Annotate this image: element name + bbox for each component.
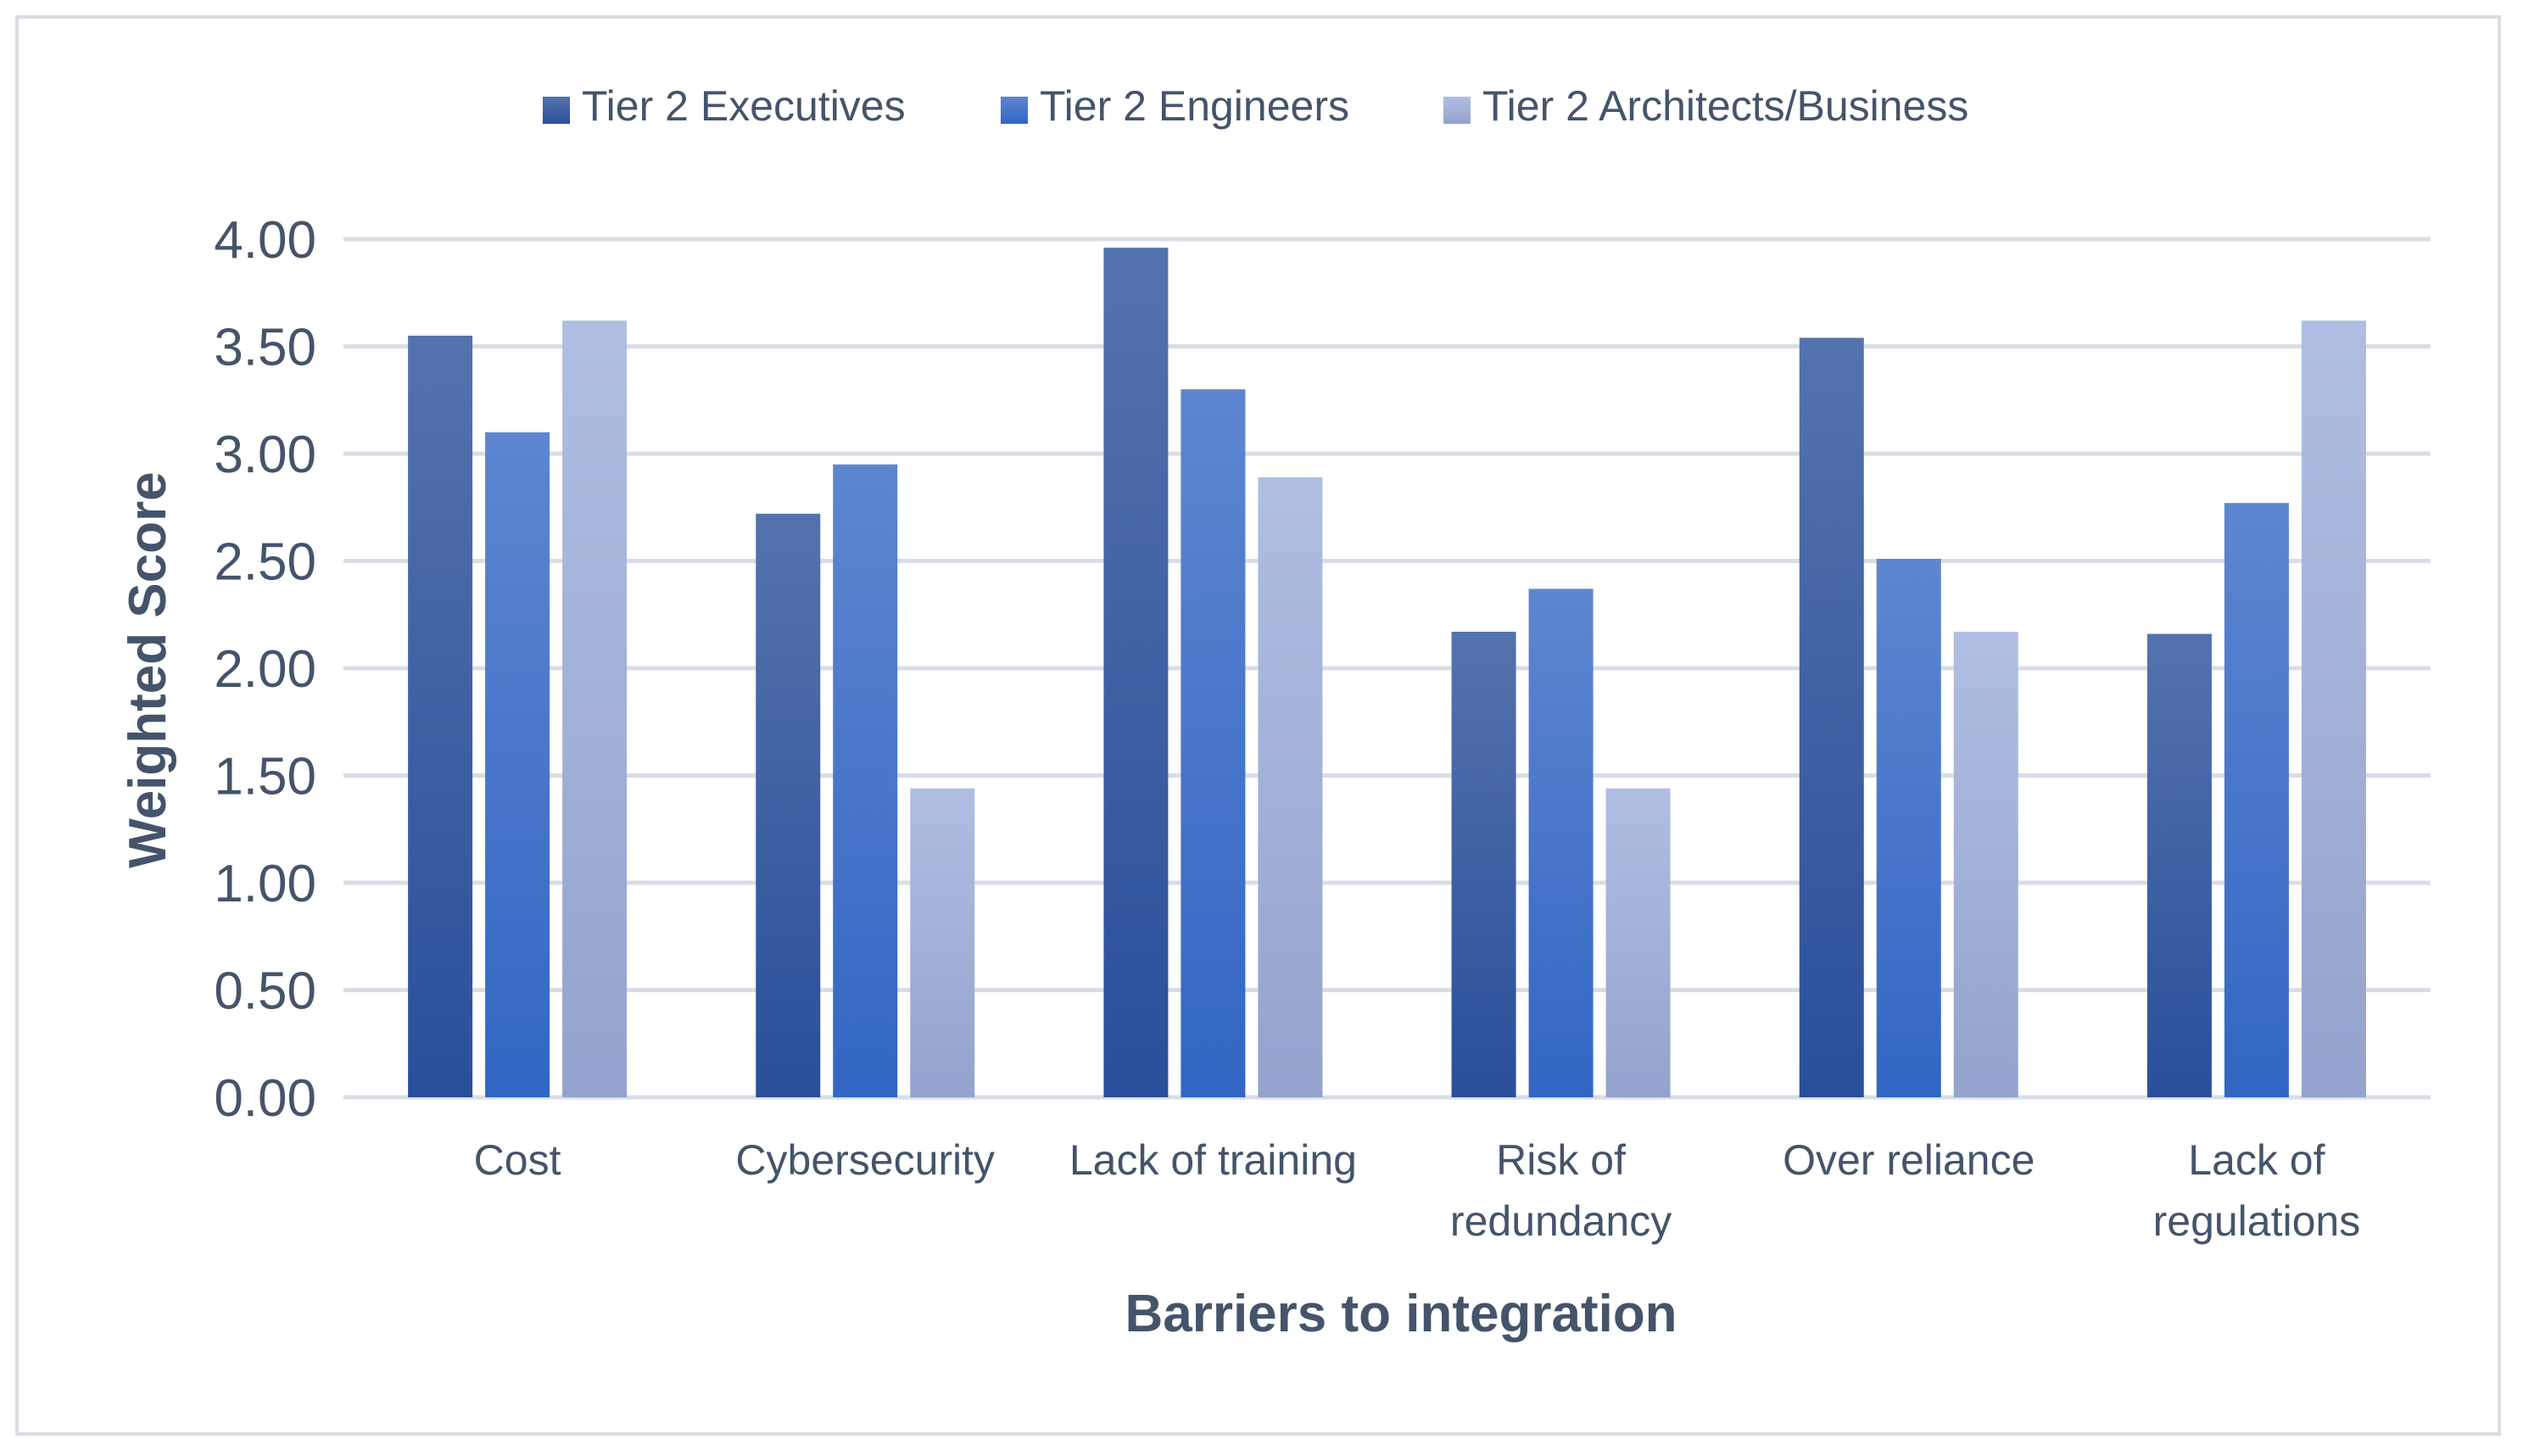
y-tick-label: 4.00	[214, 211, 316, 270]
gridlines	[343, 237, 2431, 1100]
legend-label: Tier 2 Engineers	[1040, 82, 1349, 130]
y-tick-label: 0.00	[214, 1069, 316, 1128]
bars	[408, 248, 2366, 1098]
x-tick-label: Cybersecurity	[735, 1136, 995, 1184]
legend-label: Tier 2 Architects/Business	[1482, 82, 1968, 130]
y-tick-label: 0.50	[214, 962, 316, 1021]
bar	[1528, 589, 1594, 1097]
bar	[756, 513, 821, 1097]
x-tick-label: Cost	[474, 1136, 561, 1184]
y-axis-label: Weighted Score	[119, 471, 177, 867]
y-tick-label: 3.50	[214, 319, 316, 377]
bar	[1799, 338, 1864, 1097]
x-axis-label: Barriers to integration	[1125, 1285, 1677, 1343]
bar	[1181, 389, 1246, 1098]
x-tick-label: Risk of redundancy	[1450, 1136, 1672, 1245]
y-tick-label: 2.00	[214, 640, 316, 699]
bar	[833, 464, 898, 1097]
bar	[1876, 558, 1941, 1097]
legend: Tier 2 Executives Tier 2 Engineers Tier 2 …	[543, 82, 1968, 130]
y-tick-label: 3.00	[214, 426, 316, 484]
x-tick-label: Lack of regulations	[2153, 1136, 2361, 1245]
bar	[1103, 248, 1169, 1097]
bar	[562, 321, 628, 1097]
y-tick-label: 2.50	[214, 533, 316, 592]
bar	[2224, 503, 2289, 1097]
x-tick-label: Over reliance	[1783, 1136, 2035, 1184]
x-tick-label: Lack of training	[1069, 1136, 1357, 1184]
y-axis-tick-labels: 0.00 0.50 1.00 1.50 2.00 2.50 3.00 3.50 4.00	[214, 211, 316, 1128]
legend-swatch	[543, 97, 570, 124]
bar	[2301, 321, 2366, 1097]
y-tick-label: 1.00	[214, 855, 316, 913]
bar	[1451, 631, 1516, 1097]
legend-swatch	[1443, 97, 1471, 124]
x-axis-category-labels: Cost Cybersecurity Lack of training Risk of…	[474, 1136, 2361, 1245]
y-tick-label: 1.50	[214, 748, 316, 806]
bar	[1953, 631, 2018, 1097]
legend-swatch	[1001, 97, 1028, 124]
bar	[2146, 633, 2212, 1097]
bar	[1605, 788, 1671, 1097]
bar	[408, 335, 473, 1098]
bar	[485, 432, 550, 1097]
legend-label: Tier 2 Executives	[582, 82, 906, 130]
bar	[1258, 477, 1323, 1097]
bar	[910, 788, 975, 1097]
